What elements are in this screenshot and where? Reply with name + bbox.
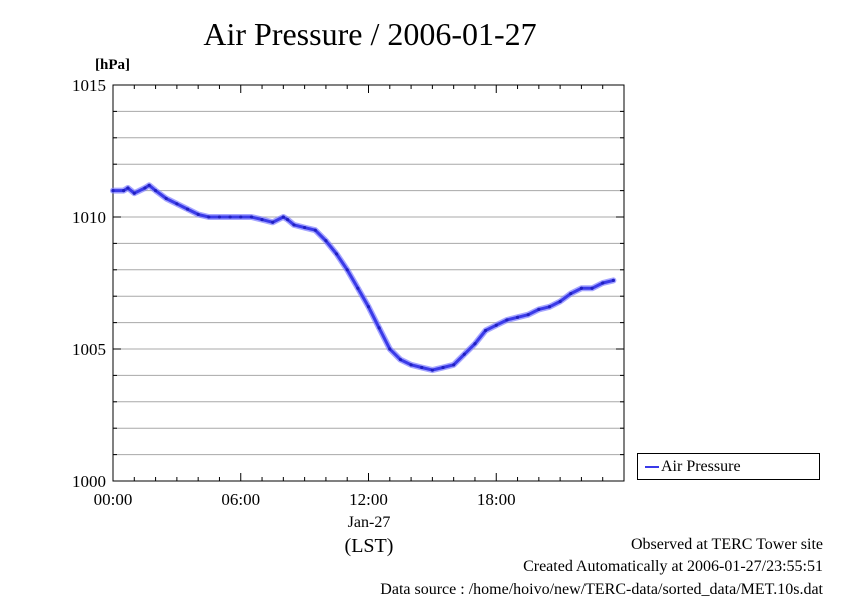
axis-layer: 1000 1005 1010 1015 00:00 06:00 12:00 18:00	[72, 76, 625, 509]
data-point-32	[420, 365, 424, 370]
data-point-25	[345, 268, 349, 272]
legend-label-air-pressure: Air Pressure	[661, 458, 741, 475]
data-point-10	[196, 212, 200, 216]
legend: Air Pressure	[637, 453, 820, 480]
data-point-30	[398, 357, 403, 362]
data-point-36	[462, 352, 466, 356]
data-point-28	[377, 326, 381, 330]
data-point-24	[334, 252, 339, 256]
series-line-air-pressure	[111, 183, 615, 372]
data-point-8	[175, 202, 179, 206]
data-point-49	[601, 281, 605, 285]
data-point-45	[558, 299, 562, 304]
data-point-40	[505, 318, 509, 322]
data-point-9	[185, 207, 190, 211]
footer-created-time: Created Automatically at 2006-01-27/23:5…	[523, 558, 823, 575]
data-point-46	[569, 291, 573, 296]
data-point-43	[537, 307, 541, 311]
data-point-16	[260, 218, 264, 222]
y-tick-label-1000: 1000	[72, 472, 106, 491]
y-tick-label-1015: 1015	[72, 76, 106, 95]
x-axis-label: (LST)	[345, 535, 394, 557]
data-point-4	[143, 186, 147, 190]
data-point-48	[590, 286, 594, 290]
y-tick-label-1005: 1005	[72, 340, 106, 359]
data-point-44	[547, 305, 552, 309]
x-axis-date-label: Jan-27	[348, 514, 391, 531]
data-point-20	[292, 223, 296, 227]
data-point-35	[452, 363, 456, 367]
data-point-0	[111, 189, 115, 193]
data-point-26	[356, 286, 360, 290]
data-point-13	[228, 215, 232, 219]
data-point-34	[441, 365, 445, 370]
data-point-29	[388, 347, 392, 351]
data-point-47	[579, 286, 584, 290]
data-point-39	[494, 323, 498, 327]
y-axis-label: [hPa]	[95, 57, 130, 73]
data-point-37	[473, 342, 477, 346]
data-point-6	[153, 189, 158, 193]
data-point-21	[303, 225, 307, 230]
data-point-41	[515, 315, 520, 319]
y-tick-label-1010: 1010	[72, 208, 106, 227]
x-tick-label-6: 06:00	[221, 490, 260, 509]
plot-frame	[112, 84, 625, 482]
data-point-50	[611, 278, 615, 282]
data-point-2	[126, 186, 130, 190]
series-layer	[110, 182, 617, 374]
footer-data-source: Data source : /home/hoivo/new/TERC-data/…	[380, 581, 823, 598]
data-point-12	[217, 215, 222, 219]
data-point-15	[249, 215, 253, 219]
data-point-1	[122, 189, 126, 193]
data-point-33	[430, 368, 434, 372]
data-point-19	[285, 218, 290, 222]
chart-title: Air Pressure / 2006-01-27	[203, 16, 537, 52]
data-point-14	[239, 215, 243, 219]
x-tick-label-0: 00:00	[94, 490, 133, 509]
data-point-3	[132, 191, 136, 195]
data-point-22	[313, 228, 317, 232]
data-point-11	[207, 215, 211, 219]
series-0-halo	[110, 182, 617, 374]
x-tick-label-18: 18:00	[477, 490, 516, 509]
data-point-38	[484, 328, 488, 333]
data-point-42	[526, 313, 530, 317]
data-point-7	[164, 196, 168, 201]
data-point-27	[366, 305, 371, 309]
data-point-23	[324, 239, 328, 243]
data-point-31	[409, 363, 413, 367]
data-point-18	[281, 215, 285, 219]
x-tick-label-12: 12:00	[349, 490, 388, 509]
legend-swatch-air-pressure	[645, 466, 659, 468]
data-point-17	[271, 220, 275, 224]
data-point-5	[147, 183, 151, 187]
grid-layer	[113, 110, 624, 456]
footer-observed-site: Observed at TERC Tower site	[630, 536, 823, 553]
